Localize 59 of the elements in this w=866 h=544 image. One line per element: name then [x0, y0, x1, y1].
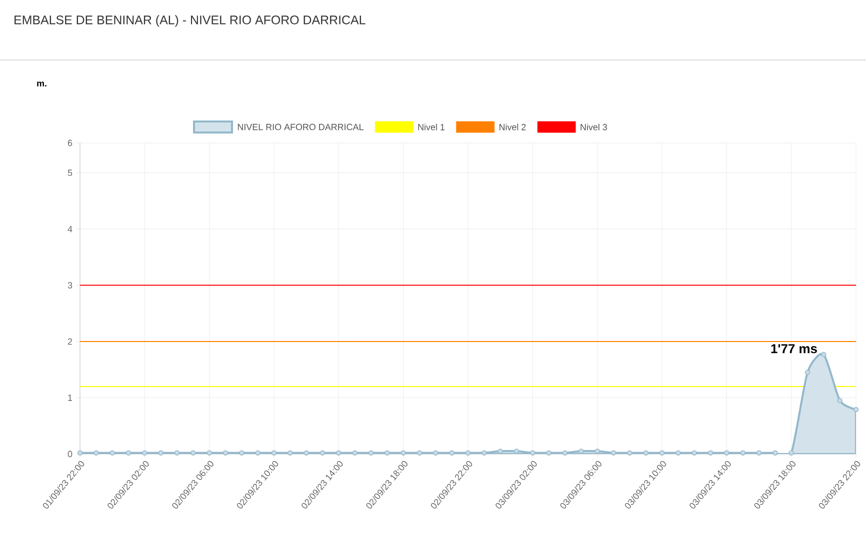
point [465, 450, 471, 456]
point [530, 450, 536, 456]
point [126, 450, 132, 456]
point [562, 450, 568, 456]
point [110, 450, 115, 456]
point [804, 370, 810, 376]
point [304, 450, 309, 456]
point [368, 450, 374, 456]
point [546, 450, 552, 456]
y-tick-label: 3 [68, 282, 72, 288]
point [821, 352, 826, 358]
point [692, 450, 697, 456]
point [400, 450, 406, 456]
point [740, 450, 746, 456]
text: m. [37, 82, 46, 86]
legend-label: Nivel 3 [580, 124, 607, 130]
legend-label: Nivel 2 [499, 124, 526, 130]
point [772, 450, 778, 456]
point [320, 450, 326, 456]
chart-title: EMBALSE DE BENINAR (AL) - NIVEL RIO AFORO DARRICAL [14, 15, 366, 27]
point [271, 450, 277, 456]
legend-label: Nivel 1 [418, 124, 445, 130]
point [384, 450, 390, 456]
legend-label: NIVEL RIO AFORO DARRICAL [238, 124, 364, 130]
y-tick-label: 4 [68, 226, 72, 232]
point [853, 406, 859, 412]
y-tick-label: 1 [68, 394, 72, 401]
point [77, 450, 83, 456]
point [94, 450, 99, 456]
point [708, 450, 714, 456]
point [190, 450, 196, 456]
point [643, 450, 648, 456]
point [627, 450, 632, 456]
point [756, 450, 762, 456]
point [724, 450, 730, 456]
point [255, 450, 260, 456]
point [288, 450, 293, 456]
point [837, 398, 842, 404]
point [158, 450, 164, 456]
point [433, 450, 438, 456]
point [482, 450, 487, 456]
point [449, 450, 454, 456]
y-tick-label: 6 [68, 140, 72, 146]
point [788, 450, 794, 456]
point [416, 450, 422, 456]
point [222, 450, 228, 456]
point [352, 450, 358, 456]
point [239, 450, 244, 456]
point [659, 450, 665, 456]
point [142, 450, 148, 456]
point [206, 450, 212, 456]
point [676, 450, 681, 456]
annotation: 1'77 ms [771, 344, 817, 354]
y-tick-label: 2 [68, 338, 72, 345]
y-tick-label: 5 [68, 170, 72, 176]
y-tick-label: 0 [68, 450, 72, 458]
point [174, 450, 180, 456]
point [610, 450, 616, 456]
point [336, 450, 342, 456]
